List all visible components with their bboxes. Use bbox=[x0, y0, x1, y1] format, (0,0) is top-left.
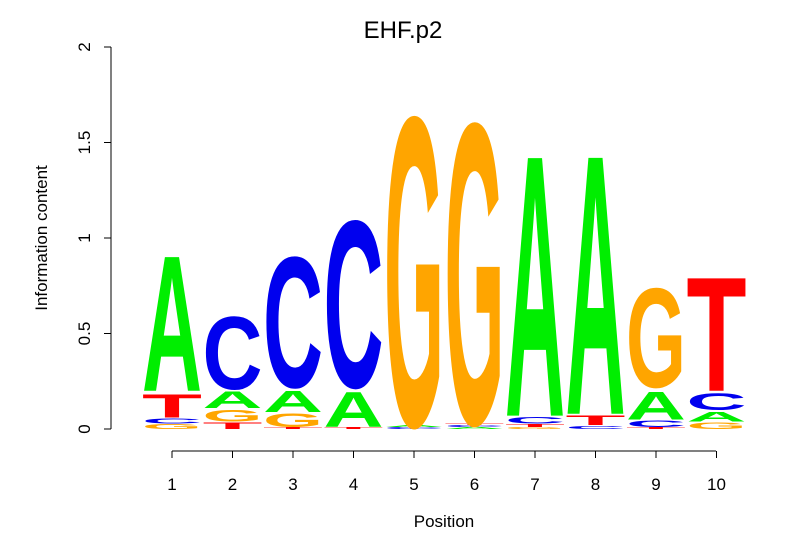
logo-letter-T: T bbox=[566, 412, 626, 428]
logo-letter-C: C bbox=[687, 389, 747, 415]
logo-letter-A: A bbox=[445, 427, 505, 430]
y-tick-label: 1 bbox=[75, 233, 94, 242]
logo-letter-G: G bbox=[445, 33, 505, 515]
x-tick-label: 7 bbox=[530, 475, 539, 494]
logo-letter-T: T bbox=[626, 427, 686, 430]
logo-letter-G: G bbox=[263, 410, 323, 431]
logo-letter-C: C bbox=[203, 295, 263, 411]
logo-letter-C: C bbox=[445, 425, 505, 428]
logo-letter-T: T bbox=[263, 427, 323, 430]
x-tick-label: 4 bbox=[349, 475, 358, 494]
logo-letter-C: C bbox=[626, 418, 686, 429]
logo-letter-C: C bbox=[142, 417, 202, 425]
logo-letter-T: T bbox=[142, 388, 202, 425]
logo-letter-A: A bbox=[142, 215, 202, 432]
x-tick-label: 2 bbox=[228, 475, 237, 494]
y-tick-label: 1.5 bbox=[75, 131, 94, 155]
logo-letter-G: G bbox=[626, 260, 686, 418]
y-tick-label: 2 bbox=[75, 42, 94, 51]
x-tick-label: 5 bbox=[409, 475, 418, 494]
logo-letter-T: T bbox=[445, 423, 505, 426]
x-tick-label: 6 bbox=[470, 475, 479, 494]
logo-letter-G: G bbox=[687, 420, 747, 431]
logo-letter-A: A bbox=[384, 425, 444, 428]
x-tick-label: 8 bbox=[591, 475, 600, 494]
logo-letter-A: A bbox=[687, 408, 747, 424]
y-tick-label: 0.5 bbox=[75, 322, 94, 346]
logo-letter-G: G bbox=[505, 427, 565, 430]
logo-letter-T: T bbox=[203, 420, 263, 431]
y-axis-ticks: 0 0.5 1 1.5 2 bbox=[75, 42, 111, 434]
chart-title: EHF.p2 bbox=[364, 17, 443, 44]
logo-letter-C: C bbox=[505, 415, 565, 426]
logo-letter-G: G bbox=[142, 423, 202, 431]
y-axis-label: Information content bbox=[32, 165, 51, 311]
x-tick-label: 9 bbox=[651, 475, 660, 494]
y-tick-label: 0 bbox=[75, 424, 94, 433]
logo-letter-A: A bbox=[263, 384, 323, 418]
x-tick-label: 10 bbox=[707, 475, 726, 494]
logo-letter-C: C bbox=[263, 218, 323, 427]
y-axis: 0 0.5 1 1.5 2 Information content bbox=[32, 42, 112, 434]
logo-letter-A: A bbox=[566, 78, 626, 493]
x-axis-label: Position bbox=[414, 512, 474, 531]
logo-letter-G: G bbox=[384, 25, 444, 520]
x-tick-label: 1 bbox=[167, 475, 176, 494]
logo-letter-T: T bbox=[687, 243, 747, 426]
x-tick-label: 3 bbox=[288, 475, 297, 494]
logo-letter-A: A bbox=[626, 383, 686, 428]
logo-letter-A: A bbox=[324, 382, 384, 438]
x-axis-ticks: 1 2 3 4 5 6 7 8 9 10 bbox=[167, 451, 726, 494]
logo-letter-C: C bbox=[324, 171, 384, 438]
logo-letter-C: C bbox=[566, 425, 626, 430]
logo-letter-A: A bbox=[203, 387, 263, 413]
x-axis: 1 2 3 4 5 6 7 8 9 10 Position bbox=[167, 450, 726, 531]
logo-letter-C: C bbox=[384, 427, 444, 430]
logo-letter-T: T bbox=[324, 427, 384, 430]
logo-letter-G: G bbox=[203, 406, 263, 424]
logo-letter-A: A bbox=[505, 79, 565, 496]
logo-letter-T: T bbox=[505, 423, 565, 428]
